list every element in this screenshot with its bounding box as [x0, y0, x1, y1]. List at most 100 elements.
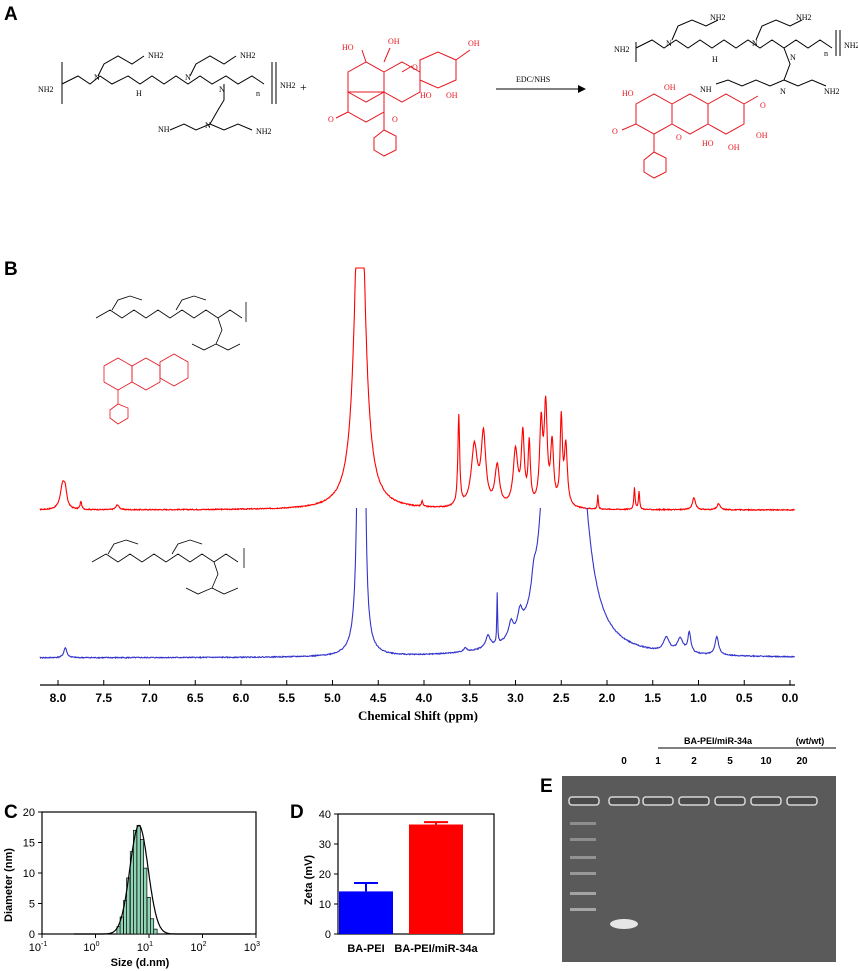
zeta-y-tick-label: 20 [319, 869, 331, 881]
inset-structure-conjugate [95, 295, 247, 351]
svg-text:O: O [612, 127, 618, 136]
svg-text:O: O [392, 115, 398, 124]
free-mirna-band [610, 919, 638, 929]
panel-e: E BA-PEI/miR-34a (wt/wt) 0 1 2 5 10 20 [540, 736, 836, 962]
baicalin-structure [335, 47, 471, 157]
nmr-tick-label: 5.0 [324, 691, 341, 705]
dls-y-tick-label: 5 [29, 899, 35, 911]
svg-text:O: O [760, 101, 766, 110]
inset-structure-pei [91, 539, 245, 595]
gel-lane-label: 1 [655, 756, 661, 767]
nmr-tick-label: 3.0 [507, 691, 524, 705]
nmr-tick-label: 1.5 [644, 691, 661, 705]
zeta-bar [409, 824, 463, 934]
dls-fit-curve [74, 824, 251, 935]
nmr-tick-label: 6.0 [233, 691, 250, 705]
nmr-spectrum-pei [39, 508, 796, 660]
nmr-tick-label: 5.5 [278, 691, 295, 705]
dls-bar [136, 825, 141, 935]
svg-text:HO: HO [702, 139, 714, 148]
svg-text:NH: NH [158, 125, 170, 134]
svg-text:N: N [94, 73, 100, 82]
svg-text:HO: HO [342, 43, 354, 52]
gel-header: BA-PEI/miR-34a [684, 736, 753, 746]
svg-text:n: n [256, 89, 260, 98]
gel-lane-label: 0 [621, 756, 627, 767]
svg-text:O: O [676, 133, 682, 142]
nmr-tick-label: 2.0 [599, 691, 616, 705]
gel-well [642, 796, 674, 806]
gel-lane-label: 2 [691, 756, 697, 767]
svg-text:OH: OH [388, 37, 400, 46]
svg-text:n: n [824, 49, 828, 58]
gel-well [678, 796, 710, 806]
nmr-tick-label: 3.5 [461, 691, 478, 705]
product-structure [635, 19, 841, 87]
gel-well [608, 796, 640, 806]
svg-text:OH: OH [446, 91, 458, 100]
gel-well [568, 796, 600, 806]
dls-bar [133, 829, 138, 935]
panel-letter-e: E [540, 776, 553, 797]
gel-lane-label: 10 [760, 756, 772, 767]
nmr-tick-label: 6.5 [187, 691, 204, 705]
gel-lane-label: 5 [727, 756, 733, 767]
svg-text:N: N [790, 53, 796, 62]
panel-c: C 0 5 10 15 20 10-1 100 101 102 103 Diameter (nm)… [3, 802, 260, 969]
product-labels: NH2 N NH2 H N NH2 N n NH2 NH N NH2 [614, 13, 858, 96]
reagent-label: EDC/NHS [516, 75, 550, 84]
nmr-tick-label: 1.0 [690, 691, 707, 705]
gel-lane-label: 20 [796, 756, 808, 767]
gel-image [562, 776, 836, 962]
svg-text:NH2: NH2 [148, 51, 164, 60]
svg-text:OH: OH [468, 39, 480, 48]
plus-sign: + [300, 80, 307, 94]
pei-reactant-structure [61, 55, 277, 131]
nmr-tick-label: 4.5 [370, 691, 387, 705]
panel-a: A NH2 N NH2 H N NH2 N n NH2 NH N NH2 + [4, 4, 858, 179]
svg-text:HO: HO [420, 91, 432, 100]
dls-x-tick-label: 10-1 [29, 941, 48, 954]
svg-text:NH2: NH2 [824, 87, 840, 96]
svg-text:OH: OH [756, 131, 768, 140]
svg-text:OH: OH [728, 143, 740, 152]
dls-axes: 0 5 10 15 20 10-1 100 101 102 103 [23, 807, 260, 954]
svg-text:NH2: NH2 [280, 81, 296, 90]
svg-text:NH2: NH2 [256, 127, 272, 136]
panel-letter-b: B [4, 259, 18, 280]
zeta-y-tick-label: 40 [319, 809, 331, 821]
dls-y-tick-label: 0 [29, 929, 35, 941]
dls-bar [139, 839, 145, 935]
dls-y-tick-label: 10 [23, 868, 35, 880]
gel-unit: (wt/wt) [796, 736, 825, 746]
svg-text:H: H [712, 55, 718, 64]
svg-text:NH2: NH2 [240, 51, 256, 60]
svg-text:NH: NH [700, 85, 712, 94]
panel-letter-a: A [4, 4, 18, 25]
gel-well [786, 796, 818, 806]
dls-x-tick-label: 102 [190, 941, 206, 954]
gel-well [750, 796, 782, 806]
gel-ladder [570, 822, 596, 911]
dls-x-axis-label: Size (d.nm) [111, 957, 170, 969]
nmr-tick-label: 7.0 [141, 691, 158, 705]
zeta-y-tick-label: 0 [325, 929, 331, 941]
zeta-category-label: BA-PEI [347, 943, 384, 955]
panel-d: D 0 10 20 30 40 BA-PEI BA-PEI/miR-34a Zeta (m… [290, 802, 495, 955]
product-drug-structure [621, 93, 759, 179]
svg-text:NH2: NH2 [796, 13, 812, 22]
nmr-tick-label: 7.5 [95, 691, 112, 705]
nmr-tick-group: 8.0 7.5 7.0 6.5 6.0 5.5 5.0 4.5 4.0 3.5 3.0 2.5 2.0 1… [50, 680, 799, 705]
svg-text:OH: OH [664, 83, 676, 92]
dls-x-tick-label: 103 [244, 941, 260, 954]
nmr-tick-label: 8.0 [50, 691, 67, 705]
nmr-tick-label: 4.0 [416, 691, 433, 705]
svg-text:O: O [412, 63, 418, 72]
gel-well [714, 796, 746, 806]
product-drug-labels: HO OH O O O HO OH OH [612, 83, 768, 152]
dls-x-tick-label: 101 [137, 941, 153, 954]
svg-text:NH2: NH2 [614, 45, 630, 54]
dls-y-tick-label: 15 [23, 838, 35, 850]
zeta-y-axis-label: Zeta (mV) [303, 855, 315, 905]
svg-text:N: N [780, 87, 786, 96]
